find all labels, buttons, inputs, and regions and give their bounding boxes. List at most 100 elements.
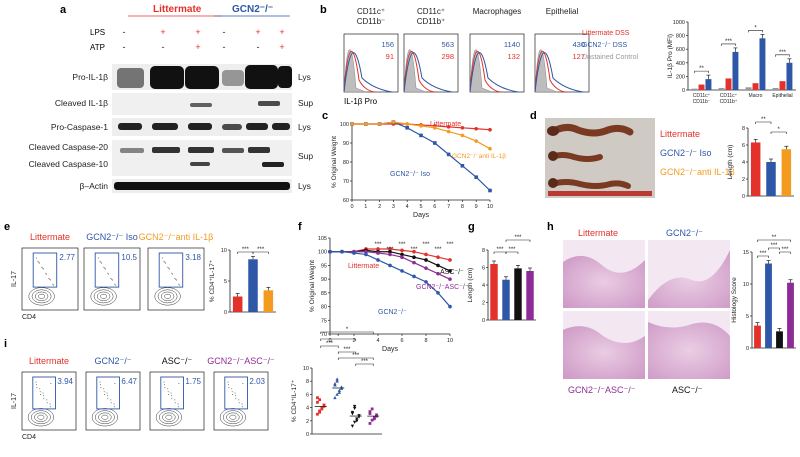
h-bar-ytick-label-2: 10 [743,282,749,288]
f-point-3-8 [424,280,428,284]
b-col-title1-2: Macrophages [473,7,521,16]
f-point-1-8 [424,258,428,262]
i-contour-2-1 [165,414,173,420]
f-point-2-4 [376,251,380,255]
i-sc-point-2-1 [352,420,357,424]
e-dot-2-7 [175,278,177,280]
i-sc-point-3-1 [370,418,374,422]
e-bar-ylabel: % CD4⁺IL-17⁺ [209,259,216,302]
e-dot-0-6 [42,267,44,269]
i-sc-point-3-5 [370,407,374,411]
g-bar-bar-2 [514,268,522,320]
i-dot-3-1 [234,392,236,394]
i-sc-sig-5-bracket [355,363,374,366]
b-bar-2-0 [745,87,752,90]
f-sig-3: *** [410,247,418,253]
c-series-label-2: GCN2⁻/⁻anti IL-1β [452,153,506,160]
e-dot-2-6 [168,267,170,269]
f-point-1-7 [412,255,416,259]
e-contour-2-2 [160,291,175,302]
e-dot-1-10 [114,283,116,285]
g-bar-ytick-label-2: 4 [482,283,485,289]
f-point-3-3 [364,252,368,257]
c-xtick-label-3: 3 [392,204,395,210]
i-sc-point-1-9 [335,377,339,381]
f-point-3-4 [376,258,380,262]
b-sig-0-bracket [694,70,709,74]
b-col-title1-0: CD11c⁺ [357,7,385,16]
c-xtick-label-8: 8 [461,204,464,210]
e-dot-1-1 [105,268,107,270]
lps-sign-5: + [279,27,284,37]
e-dot-2-3 [165,262,167,264]
i-sc-point-3-6 [372,417,376,421]
e-dot-2-5 [179,284,181,286]
c-series-label-0: Littermate [430,121,461,128]
i-dot-0-9 [46,402,48,404]
f-point-3-0 [328,249,332,254]
c-point-2-10 [488,146,492,151]
panel-letter-a: a [60,4,67,16]
c-point-2-7 [446,129,451,134]
f-sig-5: *** [434,247,442,253]
panel-b: b CD11c⁺CD11b⁻15691CD11c⁺CD11b⁺563298Mac… [320,4,796,106]
i-dot-2-1 [170,392,172,394]
e-bar-sig-1-label: *** [257,247,265,253]
c-point-2-4 [405,122,410,126]
c-point-2-1 [364,122,368,126]
f-point-0-6 [400,248,404,253]
i-dot-1-2 [113,403,115,405]
i-sc-point-0-5 [318,398,322,402]
panel-d: d Littermate GCN2⁻/⁻ Iso GCN2⁻/⁻anti IL-… [530,110,794,200]
f-sig-2: *** [398,242,406,248]
i-sc-point-1-6 [337,390,342,394]
panel-letter-c: c [322,110,328,122]
i-dot-2-7 [177,406,179,408]
i-sc-point-1-8 [333,383,337,387]
i-ylabel: IL-17 [11,393,18,409]
f-sig-4: *** [422,242,430,248]
d-bar-sig-1-label: * [777,127,780,133]
i-dot-0-2 [49,403,51,405]
b-hist-frame-2 [469,33,525,93]
c-point-0-10 [488,127,492,132]
f-point-3-10 [448,304,452,309]
i-dot-2-5 [163,384,165,386]
f-point-0-8 [424,252,428,257]
d-bar-sig-0-bracket [755,121,772,124]
f-point-3-6 [400,269,404,273]
h-bar-sig-3-label: ** [772,235,777,241]
band-label-3: Cleaved Caspase-20 [29,142,109,152]
band-label-0: Pro-IL-1β [72,72,108,82]
g-bar-sig-0-label: *** [496,247,504,253]
b-value-littermate-1: 298 [441,52,454,61]
b-hist-littermate-2 [469,51,503,93]
panel-g: g 0 2 4 6 8 Length (cm) *** *** *** [467,221,536,324]
f-xtick-label-1: 2 [352,338,355,344]
blot-pro-il1b [112,64,292,90]
i-title-1: GCN2⁻/⁻ [94,356,131,366]
h-bar-ytick-label-1: 5 [746,314,749,320]
b-legend-gcn2: GCN2⁻/⁻ DSS [582,42,627,49]
f-series-label-0: Littermate [348,263,379,270]
e-dot-2-0 [162,257,164,259]
atp-sign-3: - [223,42,226,52]
e-contour-0-3 [31,289,52,304]
panel-f: f 70 75 80 85 90 95 100 105 % Original Weight 0 2 4… [298,221,469,353]
i-dot-3-8 [231,391,233,393]
f-ytick-label-7: 105 [318,236,327,242]
h-bar-sig-3-bracket [757,239,791,242]
f-point-2-8 [424,266,428,270]
blot-cleaved-caspase [112,140,292,176]
h-bar-bar-2 [776,331,783,348]
i-dot-3-10 [228,387,230,389]
panel-letter-i: i [4,338,7,350]
h-label-asc: ASC⁻/⁻ [672,385,703,395]
panel-h: h Littermate GCN2⁻/⁻ GCN2⁻/⁻ASC⁻/⁻ ASC⁻/… [547,221,796,395]
f-point-2-7 [412,260,416,265]
i-contour-3-1 [229,414,237,420]
c-xtick-label-4: 4 [406,204,409,210]
c-point-2-0 [350,122,354,126]
f-point-3-5 [388,263,392,268]
b-hist-frame-3 [534,33,590,93]
